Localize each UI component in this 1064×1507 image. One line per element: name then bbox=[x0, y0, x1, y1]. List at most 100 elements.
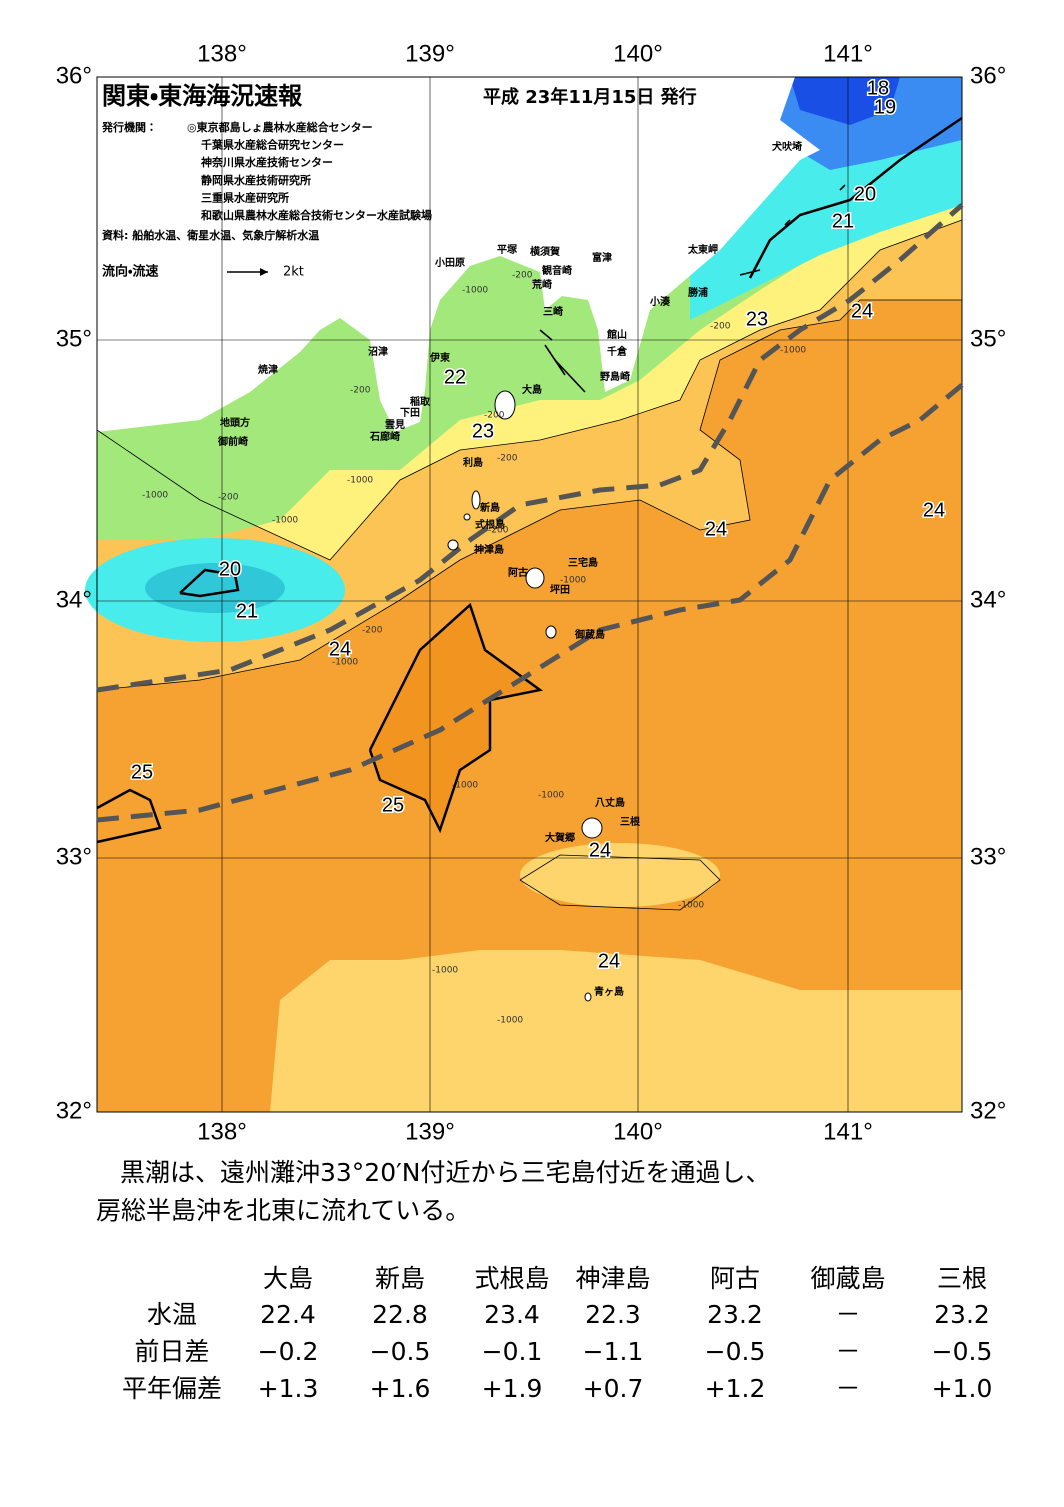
place-name: 大島 bbox=[522, 383, 542, 396]
isotherm bbox=[179, 568, 240, 598]
kuroshio-axis bbox=[96, 203, 964, 693]
isotherm bbox=[368, 602, 544, 834]
sea-dark-blue bbox=[790, 77, 900, 125]
place-name: 館山 bbox=[606, 328, 627, 341]
table-cell: 22.8 bbox=[372, 1300, 428, 1329]
table-column-header: 三根 bbox=[937, 1264, 987, 1293]
lat-label-left: 34° bbox=[56, 586, 92, 613]
table-cell: −0.5 bbox=[705, 1337, 766, 1366]
sea-light-hachijo bbox=[520, 843, 720, 907]
table-cell: +1.3 bbox=[258, 1374, 319, 1403]
place-name: 三根 bbox=[620, 815, 641, 828]
island bbox=[584, 992, 592, 1002]
kuroshio-axis bbox=[96, 383, 964, 823]
place-name: 八丈島 bbox=[595, 796, 625, 809]
place-name: 小田原 bbox=[434, 256, 465, 269]
place-name: 勝浦 bbox=[688, 286, 708, 299]
island bbox=[525, 567, 545, 589]
place-name: 下田 bbox=[400, 407, 420, 419]
table-column-header: 新島 bbox=[375, 1264, 425, 1293]
island bbox=[581, 817, 603, 839]
table-cell: −0.5 bbox=[370, 1337, 431, 1366]
lon-label-top: 141° bbox=[823, 40, 873, 67]
table-column-header: 神津島 bbox=[575, 1264, 650, 1293]
lon-label-top: 140° bbox=[613, 40, 663, 67]
summary-line: 黒潮は、遠州灘沖33°20′N付近から三宅島付近を通過し、 bbox=[120, 1158, 771, 1187]
contour-label: 25 bbox=[382, 794, 404, 816]
place-name: 観音崎 bbox=[542, 264, 572, 277]
table-cell: −0.5 bbox=[932, 1337, 993, 1366]
lat-label-right: 33° bbox=[970, 843, 1006, 870]
contour-label: 23 bbox=[746, 308, 768, 330]
table-cell: 23.2 bbox=[934, 1300, 990, 1329]
table-cell: 23.2 bbox=[707, 1300, 763, 1329]
lon-label-bottom: 138° bbox=[197, 1118, 247, 1145]
table-row-label: 平年偏差 bbox=[122, 1374, 222, 1403]
island bbox=[471, 490, 481, 510]
table-cell: −0.1 bbox=[482, 1337, 543, 1366]
depth-label: -200 bbox=[350, 386, 371, 396]
table-cell: 23.4 bbox=[484, 1300, 540, 1329]
place-name: 石廊崎 bbox=[369, 430, 400, 443]
island bbox=[494, 390, 516, 420]
place-name: 御蔵島 bbox=[574, 628, 605, 641]
place-name: 野島崎 bbox=[600, 370, 630, 383]
depth-label: -1000 bbox=[272, 516, 298, 526]
table-cell: +1.0 bbox=[932, 1374, 993, 1403]
table-cell: － bbox=[835, 1300, 860, 1329]
issuer: 千葉県水産総合研究センター bbox=[201, 138, 344, 152]
lon-label-top: 139° bbox=[405, 40, 455, 67]
depth-label: -200 bbox=[512, 271, 533, 281]
depth-label: -1000 bbox=[560, 576, 586, 586]
table-cell: － bbox=[835, 1374, 860, 1403]
depth-label: -200 bbox=[218, 493, 239, 503]
depth-label: -1000 bbox=[678, 901, 704, 911]
contour-label: 24 bbox=[705, 518, 727, 540]
depth-label: -200 bbox=[484, 411, 505, 421]
place-name: 富津 bbox=[592, 251, 612, 264]
isotherm-thin bbox=[96, 299, 962, 691]
island bbox=[463, 513, 471, 521]
depth-label: -1000 bbox=[142, 491, 168, 501]
lon-label-top: 138° bbox=[197, 40, 247, 67]
lon-label-bottom: 139° bbox=[405, 1118, 455, 1145]
table-cell: 22.3 bbox=[585, 1300, 641, 1329]
place-name: 平塚 bbox=[497, 243, 518, 256]
issuer: 和歌山県農林水産総合技術センター水産試験場 bbox=[201, 208, 432, 222]
sea-dark-orange bbox=[370, 605, 540, 830]
depth-label: -1000 bbox=[462, 286, 488, 296]
land bbox=[97, 77, 820, 432]
island bbox=[545, 625, 557, 639]
place-name: 三宅島 bbox=[568, 556, 598, 569]
contour-label: 20 bbox=[219, 558, 241, 580]
place-name: 青ヶ島 bbox=[594, 985, 624, 998]
depth-label: -1000 bbox=[538, 791, 564, 801]
place-name: 新島 bbox=[479, 501, 500, 514]
depth-label: -1000 bbox=[452, 781, 478, 791]
lat-label-left: 33° bbox=[56, 843, 92, 870]
contour-label: 22 bbox=[444, 366, 466, 388]
isotherm-thin bbox=[519, 854, 721, 911]
place-name: 焼津 bbox=[258, 363, 278, 376]
table-cell: −1.1 bbox=[583, 1337, 644, 1366]
depth-label: -1000 bbox=[432, 966, 458, 976]
current-arrow bbox=[739, 269, 761, 276]
place-name: 太東岬 bbox=[687, 243, 718, 256]
issue-date: 平成 23年11月15日 発行 bbox=[483, 86, 697, 108]
place-name: 御前崎 bbox=[217, 435, 248, 448]
table-column-header: 御蔵島 bbox=[810, 1264, 885, 1293]
table-cell: － bbox=[835, 1337, 860, 1366]
place-name: 大賀郷 bbox=[545, 831, 575, 844]
map-frame bbox=[96, 76, 963, 1113]
lat-label-right: 36° bbox=[970, 62, 1006, 89]
place-name: 阿古 bbox=[508, 566, 528, 579]
legend-arrowhead bbox=[260, 268, 268, 276]
table-row-label: 前日差 bbox=[134, 1337, 209, 1366]
contour-label: 24 bbox=[923, 499, 945, 521]
contour-label: 24 bbox=[851, 300, 873, 322]
depth-label: -200 bbox=[710, 322, 731, 332]
contour-label: 24 bbox=[598, 950, 620, 972]
current-arrow bbox=[784, 219, 791, 226]
isotherm bbox=[96, 788, 162, 844]
